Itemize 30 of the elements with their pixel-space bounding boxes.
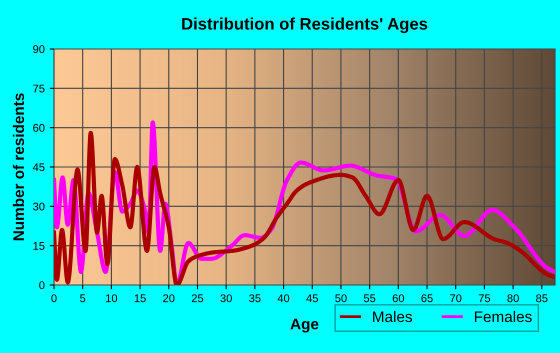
x-tick-label: 50 xyxy=(335,294,347,302)
x-tick-label: 35 xyxy=(249,294,261,302)
y-tick-label: 30 xyxy=(33,202,45,210)
x-tick-label: 75 xyxy=(478,294,490,302)
x-tick-label: 45 xyxy=(306,294,318,302)
x-axis-title: Age xyxy=(290,318,318,333)
x-tick-label: 80 xyxy=(507,294,519,302)
x-tick-label: 5 xyxy=(80,294,86,302)
x-tick-label: 65 xyxy=(421,294,433,302)
x-tick-label: 0 xyxy=(51,294,57,302)
x-tick-label: 40 xyxy=(278,294,290,302)
legend-label: Males xyxy=(373,310,412,322)
y-tick-label: 75 xyxy=(33,84,45,92)
y-tick-label: 60 xyxy=(33,124,45,132)
y-tick-label: 0 xyxy=(39,281,45,290)
y-tick-label: 90 xyxy=(33,45,45,54)
x-tick-label: 10 xyxy=(106,294,118,302)
y-tick-label: 15 xyxy=(33,242,45,250)
x-tick-label: 20 xyxy=(163,294,175,302)
x-tick-label: 70 xyxy=(450,294,462,302)
x-tick-label: 85 xyxy=(536,294,548,302)
x-tick-label: 15 xyxy=(134,294,146,302)
legend-label: Females xyxy=(474,310,532,322)
y-tick-label: 45 xyxy=(32,163,45,172)
x-tick-label: 55 xyxy=(364,294,376,302)
x-tick-label: 30 xyxy=(220,294,232,302)
x-tick-label: 25 xyxy=(192,294,204,302)
y-axis-title: Number of residents xyxy=(12,93,24,240)
x-tick-label: 60 xyxy=(392,294,404,302)
chart-title: Distribution of Residents' Ages xyxy=(182,17,428,34)
